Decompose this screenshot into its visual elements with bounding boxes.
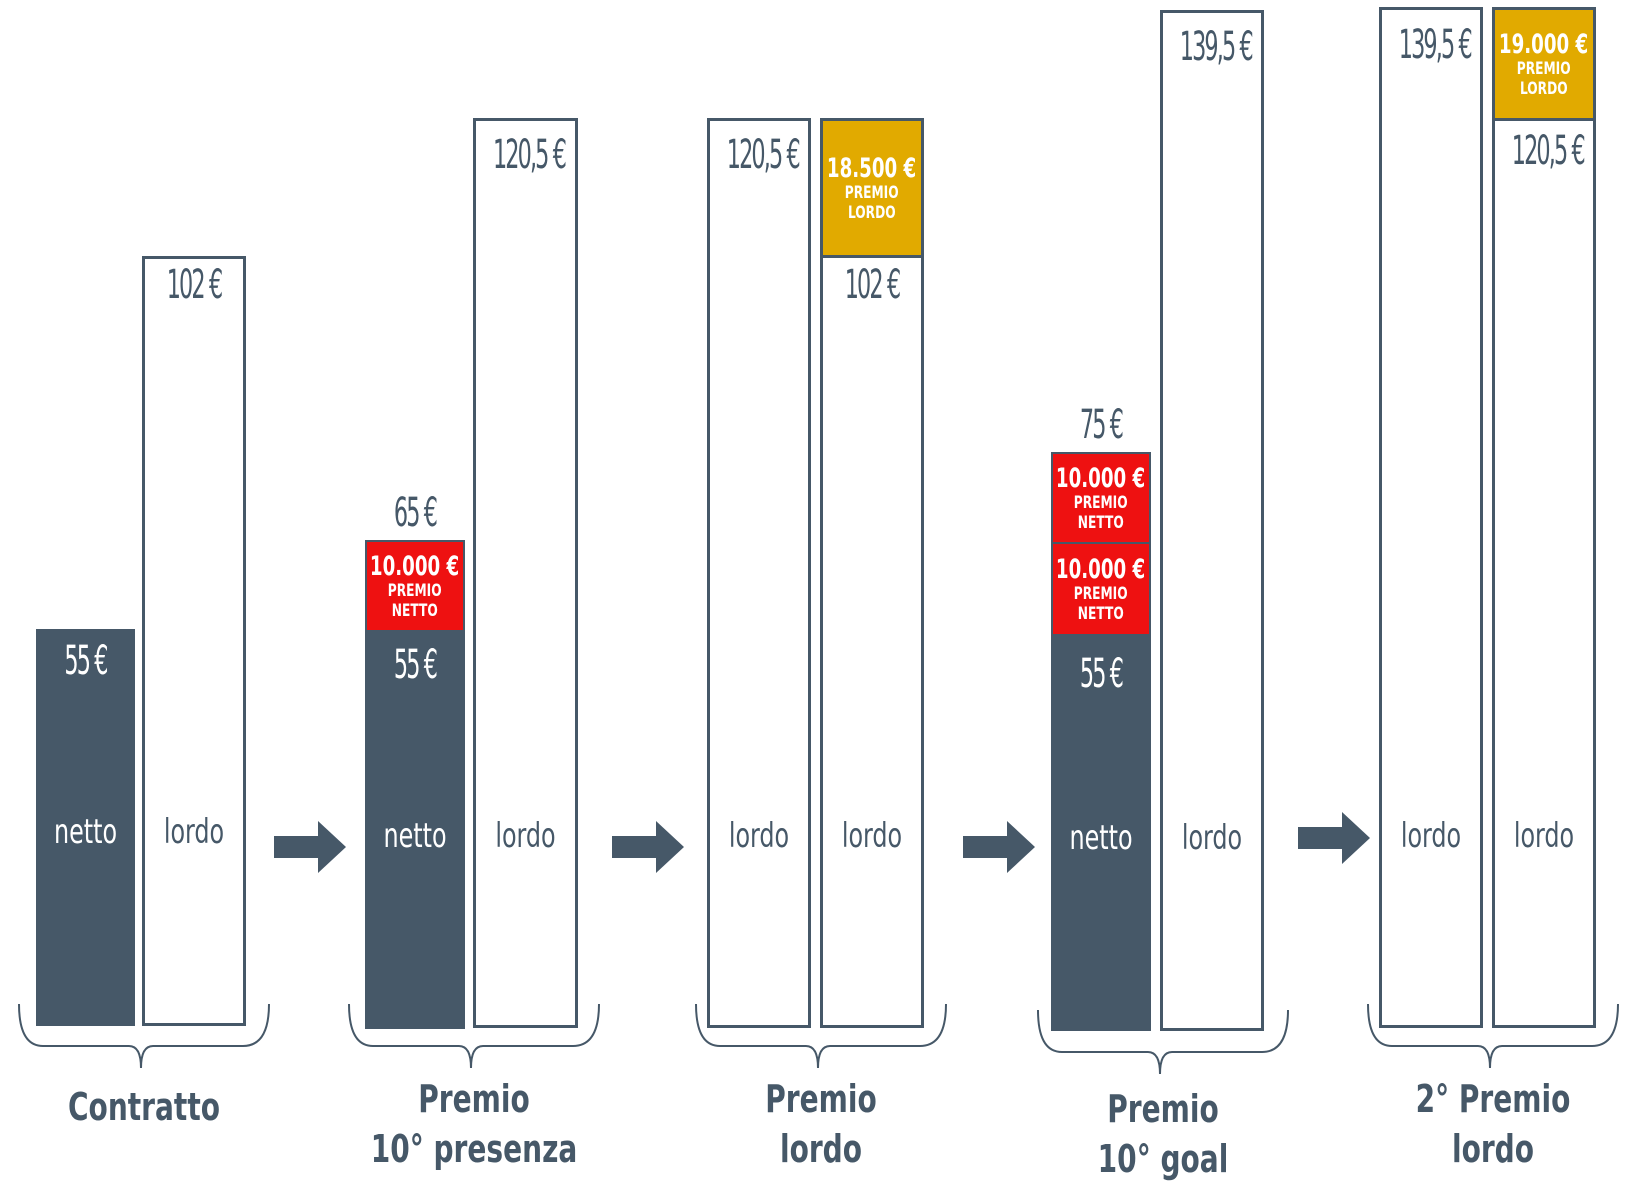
lordo-label: lordo [1400,816,1462,856]
lordo-label: lordo [841,816,903,856]
lordo-label: lordo [495,816,556,856]
right-arrow-icon [1298,812,1370,864]
lordo-bar [473,118,578,1028]
lordo-value: 120,5 € [492,132,567,178]
lordo-value: 139,5 € [1398,22,1473,68]
right-arrow-icon [963,821,1035,873]
curly-brace-icon [695,1004,947,1069]
netto-bar [365,629,465,1029]
stage-caption: Premio 10° goal [1097,1087,1229,1181]
stage-caption: Premio 10° presenza [370,1077,578,1171]
netto-bar [36,629,135,1026]
lordo-label: lordo [1181,818,1243,858]
lordo-value: 120,5 € [726,132,801,178]
stage-caption: Contratto [67,1085,221,1129]
lordo-value: 102 € [844,262,901,308]
netto-value: 55 € [393,642,438,688]
netto-total-value: 75 € [1079,402,1124,448]
lordo-label: lordo [163,812,225,852]
lordo-label: lordo [1513,816,1575,856]
curly-brace-icon [1037,1010,1289,1075]
lordo-bar [1492,7,1596,1028]
lordo-value: 120,5 € [1511,128,1586,174]
curly-brace-icon [18,1004,270,1069]
stage-caption: Premio lordo [765,1077,877,1171]
right-arrow-icon [274,821,346,873]
lordo-bar [820,118,924,1028]
bonus-lordo-badge: 18.500 € PREMIO LORDO [820,118,924,258]
netto-label: netto [383,816,447,856]
lordo-bar [707,118,811,1028]
netto-total-value: 65 € [393,490,438,536]
netto-value: 55 € [64,638,108,684]
curly-brace-icon [348,1004,600,1069]
netto-label: netto [53,812,118,852]
stage-caption: 2° Premio lordo [1415,1077,1571,1171]
curly-brace-icon [1367,1004,1619,1069]
bonus-netto-badge: 10.000 € PREMIO NETTO [1051,452,1151,544]
netto-label: netto [1069,818,1133,858]
netto-bar [1051,634,1151,1031]
lordo-bar [1379,7,1483,1028]
lordo-value: 102 € [166,262,223,308]
bonus-netto-badge: 10.000 € PREMIO NETTO [1051,542,1151,636]
right-arrow-icon [612,821,684,873]
bonus-lordo-badge: 19.000 € PREMIO LORDO [1492,7,1596,121]
netto-value: 55 € [1079,651,1124,697]
lordo-label: lordo [728,816,790,856]
lordo-value: 139,5 € [1179,24,1254,70]
lordo-bar [1160,10,1264,1031]
bonus-netto-badge: 10.000 € PREMIO NETTO [365,540,465,632]
lordo-bar [142,256,246,1026]
